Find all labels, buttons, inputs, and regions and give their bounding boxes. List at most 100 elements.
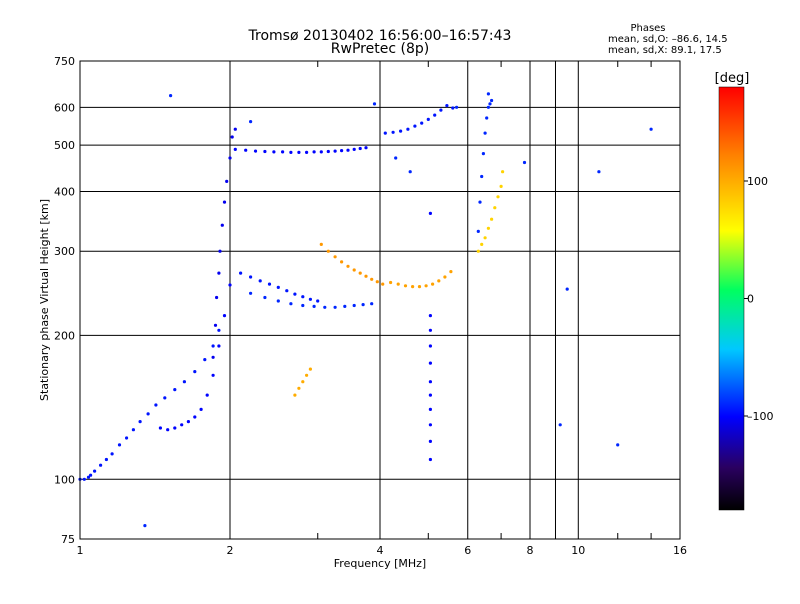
y-tick-label: 300 [54,245,75,258]
data-point [480,242,484,246]
data-point [352,303,356,308]
data-point [289,302,293,306]
data-point [267,282,272,286]
data-point [522,160,527,165]
data-point [383,131,387,135]
data-point [485,116,489,120]
data-point [154,403,158,407]
data-point [316,299,320,303]
data-point [211,344,215,348]
colorbar-tick-label: 100 [747,175,768,188]
data-point [478,200,482,204]
data-point [249,275,253,279]
data-point [276,299,280,303]
data-point [244,148,248,152]
data-point [333,255,337,259]
data-point [82,477,86,481]
data-point [117,443,122,447]
y-tick-label: 400 [54,185,75,198]
data-point [413,124,417,128]
data-point [272,150,276,154]
data-point [205,393,209,397]
x-tick-label: 10 [571,544,585,557]
x-axis-label: Frequency [MHz] [334,557,426,570]
data-point [352,147,356,151]
data-point [217,271,221,275]
data-point [437,279,441,283]
data-point [104,457,108,462]
data-point [443,275,447,279]
data-point [301,295,305,299]
data-point [180,423,184,427]
data-point [480,174,484,179]
x-tick-label: 16 [673,544,687,557]
data-point [86,475,91,479]
data-point [333,149,337,153]
data-point [496,195,500,199]
data-point [451,106,455,110]
data-point [281,150,285,154]
data-point [346,148,350,152]
y-tick-label: 200 [54,329,75,342]
data-point [364,274,368,278]
data-point [166,428,170,432]
data-point [233,127,237,131]
phases-title: Phases [630,23,665,34]
data-point [146,412,150,416]
data-point [319,150,323,154]
data-point [215,295,219,300]
colorbar-tick-label: 0 [747,293,754,306]
data-point [616,443,620,447]
data-point [293,393,297,397]
data-point [493,206,497,210]
data-point [193,370,197,374]
data-point [424,284,428,288]
data-point [481,152,485,156]
y-axis-ticks: 75 100 200 300 400 500 600 750 [54,55,75,546]
data-point [308,367,312,371]
data-point [372,102,377,106]
data-point [173,388,177,392]
data-point [391,130,395,134]
colorbar-label: [deg] [715,71,750,86]
data-point [253,149,258,153]
data-point [285,289,289,293]
data-point [323,305,327,309]
data-point [125,436,129,440]
data-point [433,113,437,117]
data-point [312,150,316,154]
data-point [297,386,301,390]
data-point [381,282,385,286]
data-point [490,217,494,221]
data-point [417,285,422,289]
chart-subtitle: RwPretec (8p) [331,41,429,57]
data-point [276,285,280,289]
data-point [326,249,330,253]
data-point [228,283,232,287]
colorbar [718,86,745,511]
data-point [394,156,398,160]
x-tick-label: 8 [527,544,534,557]
y-tick-label: 500 [54,139,75,152]
y-tick-label: 750 [54,55,75,68]
data-point [138,420,142,424]
data-point [476,229,480,233]
data-point [163,396,167,400]
data-point [428,344,432,348]
phases-x-stats: mean, sd,X: 89.1, 17.5 [608,45,722,56]
data-point [565,287,569,291]
data-point [428,407,432,411]
data-point [211,373,215,377]
data-point [486,226,490,230]
data-point [340,260,344,264]
x-tick-label: 4 [377,544,384,557]
data-point [455,105,459,109]
data-point [211,355,215,359]
data-point [426,117,430,121]
data-point [428,314,432,318]
data-point [343,304,347,308]
data-point [358,271,362,275]
data-point [428,361,432,365]
y-tick-label: 600 [54,101,75,114]
